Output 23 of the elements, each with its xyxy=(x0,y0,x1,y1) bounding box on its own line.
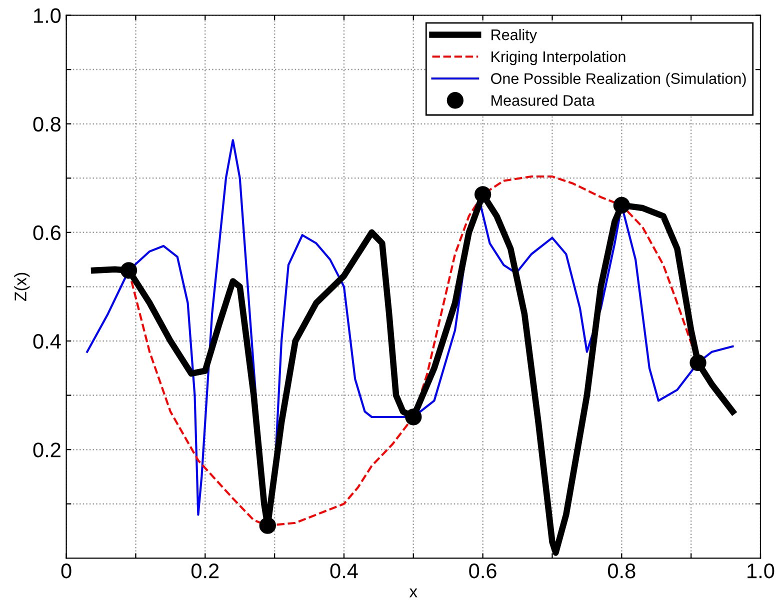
y-tick-label: 0.6 xyxy=(33,225,61,240)
legend-label: Kriging Interpolation xyxy=(492,50,626,66)
y-tick-label: 0.8 xyxy=(33,116,61,132)
x-tick-label: 0.4 xyxy=(330,564,358,578)
legend-label: One Possible Realization (Simulation) xyxy=(491,72,746,87)
x-tick-label: 1.0 xyxy=(748,564,774,578)
y-tick-label: 0.4 xyxy=(33,334,61,349)
x-tick-label: 0.2 xyxy=(191,564,219,578)
x-tick-label: 0 xyxy=(61,564,72,578)
x-tick-label: 0.6 xyxy=(469,564,496,578)
y-tick-label: 1.0 xyxy=(34,8,61,24)
x-tick-label: 0.8 xyxy=(608,564,636,578)
point xyxy=(120,262,138,279)
point xyxy=(474,186,492,203)
legend-label: Measured Data xyxy=(492,94,595,106)
y-tick-label: 0.2 xyxy=(33,442,60,458)
y-axis-title: Z(x) xyxy=(14,272,30,301)
point xyxy=(405,408,422,426)
legend-label: Reality xyxy=(492,29,537,44)
point xyxy=(690,354,706,372)
point xyxy=(613,196,630,214)
point xyxy=(259,517,276,534)
x-axis-title: x xyxy=(409,588,418,598)
